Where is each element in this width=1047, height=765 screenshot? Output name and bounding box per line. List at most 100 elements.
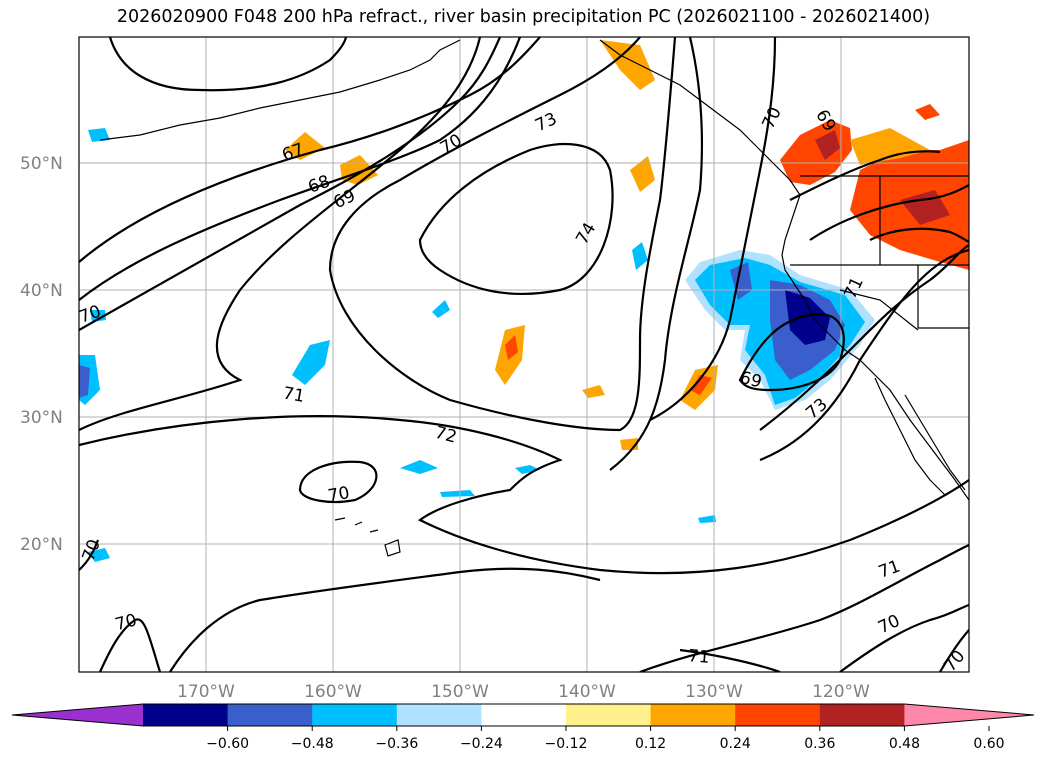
contour-line: [298, 460, 378, 504]
colorbar-tick-label: −0.12: [545, 736, 588, 752]
colorbar: −0.60 −0.48 −0.36 −0.24 −0.12 0.12 0.24 0.36 0.4…: [11, 703, 1035, 752]
contour-label: 70: [113, 610, 139, 635]
shade-patch: [632, 242, 648, 270]
graticule: [79, 37, 969, 672]
lon-label: 150°W: [431, 682, 489, 702]
colorbar-tick-label: 0.36: [804, 736, 835, 752]
coastline-gulf-california: [904, 394, 966, 491]
latitude-labels: 50°N 40°N 30°N 20°N: [20, 154, 63, 555]
colorbar-extend-max: [904, 704, 1034, 726]
refractivity-contours: [79, 37, 969, 672]
shade-patch: [90, 310, 106, 322]
contour-line: [98, 618, 162, 672]
colorbar-tick-label: 0.60: [973, 736, 1004, 752]
contour-line: [79, 37, 522, 301]
contour-line: [609, 37, 704, 471]
shade-patch: [582, 385, 605, 398]
colorbar-segment: [396, 704, 482, 726]
colorbar-outline: [11, 703, 1035, 727]
colorbar-segment: [481, 704, 567, 726]
contour-line: [169, 567, 601, 672]
shade-patch: [440, 490, 475, 497]
shade-patch: [432, 300, 450, 318]
colorbar-tick-label: 0.48: [889, 736, 920, 752]
colorbar-tick-label: −0.60: [206, 736, 249, 752]
shade-patch: [815, 130, 840, 160]
contour-line: [679, 648, 781, 672]
shade-patch: [505, 335, 518, 360]
shade-patch: [400, 460, 438, 474]
lon-label: 120°W: [812, 682, 870, 702]
shade-patch: [292, 340, 330, 385]
contour-label: 73: [532, 109, 560, 136]
coastline-alaska: [99, 39, 461, 141]
contour-line: [759, 248, 969, 462]
contour-line: [759, 244, 969, 431]
coastlines: [99, 39, 969, 557]
colorbar-tick-label: −0.36: [375, 736, 418, 752]
contour-line: [79, 415, 969, 575]
shade-patch: [600, 40, 655, 90]
shade-patch: [900, 190, 950, 225]
lat-label: 50°N: [20, 154, 63, 174]
lon-label: 130°W: [685, 682, 743, 702]
coastline-hawaii: [334, 517, 401, 557]
contour-line: [789, 150, 941, 201]
colorbar-extend-min: [12, 704, 143, 726]
colorbar-segment: [566, 704, 652, 726]
contour-line: [809, 184, 969, 241]
contour-label: 70: [437, 130, 466, 158]
lat-label: 40°N: [20, 281, 63, 301]
contour-label: 70: [77, 302, 104, 328]
contour-label: 70: [326, 483, 351, 506]
contour-line: [79, 37, 502, 331]
shade-patch: [88, 128, 110, 142]
shade-patch: [785, 290, 830, 345]
colorbar-segment: [312, 704, 398, 726]
shade-patch: [850, 128, 930, 165]
shade-patch: [630, 156, 655, 192]
coastline-alaska-panhandle: [599, 39, 801, 196]
contour-label: 71: [876, 557, 903, 583]
lat-label: 20°N: [20, 535, 63, 555]
colorbar-segment: [650, 704, 736, 726]
shade-patch: [698, 515, 716, 523]
contour-line: [328, 37, 677, 432]
longitude-labels: 170°W 160°W 150°W 140°W 130°W 120°W: [177, 682, 870, 702]
map-panel: 67 68 69 70 70 73 74 70 69 69 71 71 72 7…: [77, 37, 969, 672]
colorbar-tick-label: 0.24: [720, 736, 751, 752]
map-frame: [78, 36, 970, 673]
shade-patch: [515, 465, 540, 474]
contour-line: [839, 603, 969, 672]
map-title: 2026020900 F048 200 hPa refract., river …: [116, 7, 931, 27]
contour-label: 72: [433, 423, 459, 448]
colorbar-segment: [227, 704, 313, 726]
shade-patch: [79, 365, 90, 398]
shade-patch: [690, 375, 712, 395]
contour-line: [418, 142, 614, 296]
contour-label: 71: [281, 383, 306, 406]
contour-label: 71: [687, 646, 710, 668]
lon-label: 140°W: [558, 682, 616, 702]
contour-line: [869, 227, 969, 243]
contour-label: 70: [759, 104, 786, 132]
colorbar-tick-label: −0.24: [460, 736, 503, 752]
lon-label: 160°W: [304, 682, 362, 702]
border-states: [790, 176, 969, 331]
colorbar-segment: [735, 704, 821, 726]
colorbar-tick-label: 0.12: [635, 736, 666, 752]
contour-line: [639, 543, 969, 672]
colorbar-segment: [819, 704, 905, 726]
contour-line: [649, 37, 777, 421]
colorbar-tick-label: −0.48: [291, 736, 334, 752]
coastline-west-coast: [781, 194, 969, 501]
contour-line: [79, 539, 100, 571]
colorbar-segment: [143, 704, 229, 726]
contour-line: [108, 37, 348, 92]
coastline-baja: [874, 377, 946, 496]
contour-label: 69: [331, 186, 359, 213]
lon-label: 170°W: [177, 682, 235, 702]
contour-line: [939, 629, 969, 672]
contour-label: 73: [802, 394, 831, 423]
